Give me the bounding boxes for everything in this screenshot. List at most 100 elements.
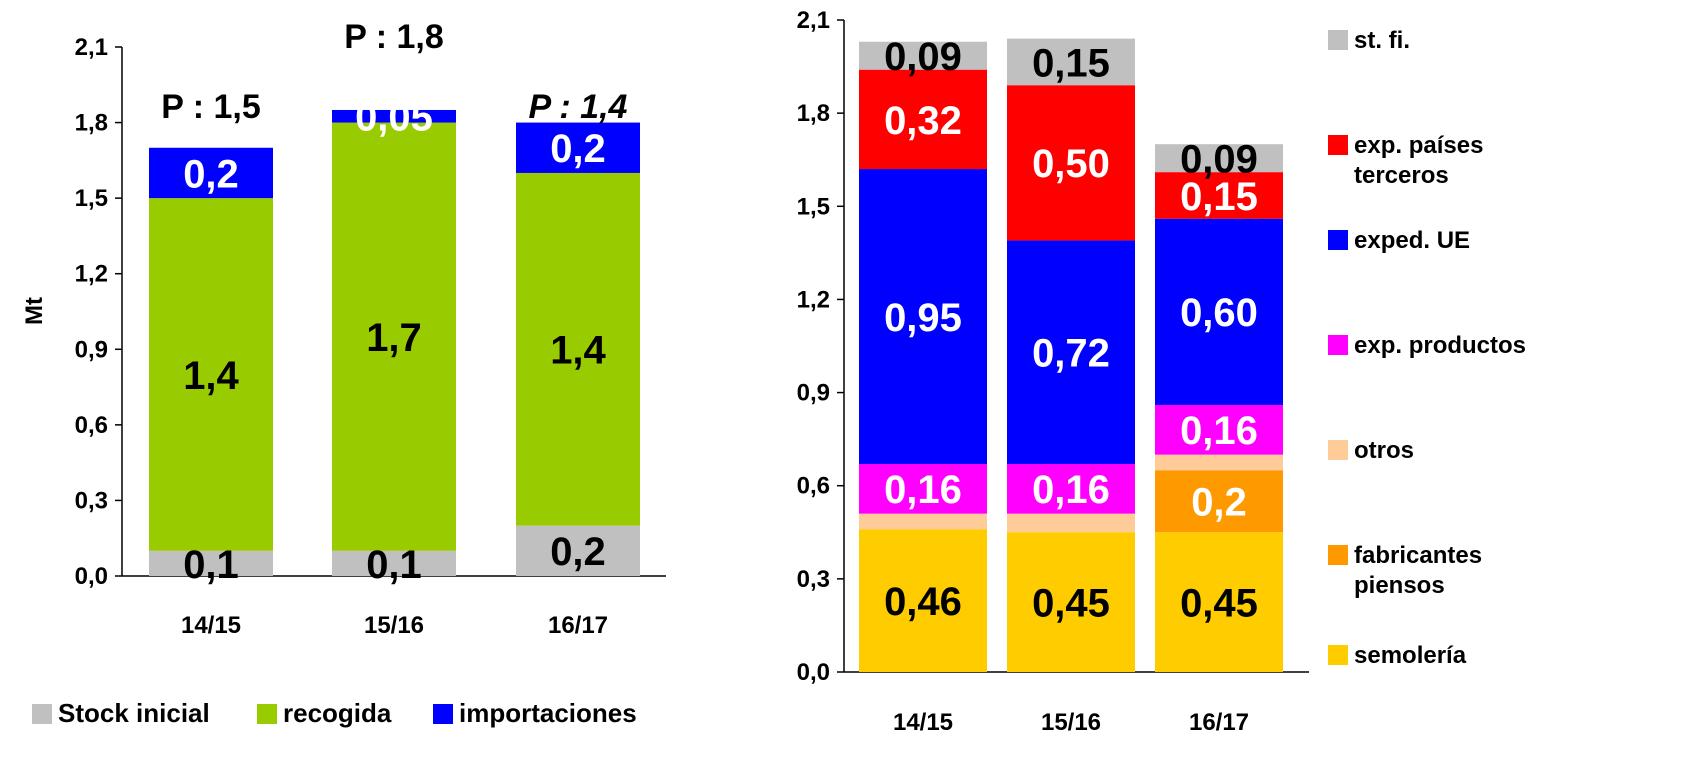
x-category-label: 16/17 xyxy=(1189,709,1249,736)
x-category-label: 16/17 xyxy=(548,612,608,639)
data-label: 0,72 xyxy=(1032,332,1110,376)
data-label: 0,45 xyxy=(1180,582,1258,626)
x-category-label: 14/15 xyxy=(893,709,953,736)
bar-segment-stock-inicial xyxy=(516,525,640,576)
legend-entry: semolería xyxy=(1354,642,1467,669)
legend-swatch xyxy=(32,704,52,724)
bar-segment-exped-ue xyxy=(1155,218,1283,405)
data-label: 0,32 xyxy=(884,99,962,143)
legend-entry: fabricantes piensos xyxy=(1354,542,1482,599)
legend-entry: st. fi. xyxy=(1354,27,1410,54)
legend-swatch xyxy=(1328,230,1348,250)
legend-swatch xyxy=(1328,645,1348,665)
legend-swatch xyxy=(1328,545,1348,565)
bar-segment-exped-ue xyxy=(1007,240,1135,464)
y-tick-label: 1,8 xyxy=(75,110,108,137)
bar-segment-exp-productos xyxy=(1155,404,1283,455)
legend-entry: otros xyxy=(1354,437,1414,464)
bar-segment-importaciones xyxy=(516,122,640,173)
y-tick-label: 2,1 xyxy=(75,34,108,61)
data-label: 0,16 xyxy=(884,468,962,512)
y-tick-label: 1,5 xyxy=(75,185,108,212)
total-annotation: P : 1,8 xyxy=(344,18,444,56)
data-label: 0,15 xyxy=(1032,41,1110,85)
supply-chart: 0,0 0,3 0,6 0,9 1,2 1,5 1,8 2,1 14/15 15/16 16/17 0… xyxy=(21,18,666,728)
y-tick-label: 0,9 xyxy=(797,380,830,407)
legend-swatch xyxy=(257,704,277,724)
bar-segment-stock-inicial xyxy=(149,550,273,576)
y-tick-label: 0,0 xyxy=(75,563,108,590)
bar-segment-importaciones xyxy=(149,147,273,199)
bar-segment-semoler-a xyxy=(1155,532,1283,672)
use-chart: 0,0 0,3 0,6 0,9 1,2 1,5 1,8 2,1 14/15 15/16 16/17 0… xyxy=(797,7,1526,736)
y-tick-label: 0,0 xyxy=(797,659,830,686)
bar-segment-otros xyxy=(1007,513,1135,533)
bar-segment-fabricantes-piensos xyxy=(1155,470,1283,533)
legend-swatch xyxy=(433,704,453,724)
x-category-label: 15/16 xyxy=(364,612,424,639)
bar-segment-recogida xyxy=(149,198,273,551)
legend-entry: exped. UE xyxy=(1354,227,1470,254)
x-category-label: 14/15 xyxy=(181,612,241,639)
bar-segment-exped-ue xyxy=(859,169,987,464)
data-label: 0,05 xyxy=(355,96,433,140)
legend-swatch xyxy=(1328,440,1348,460)
bar-segment-recogida xyxy=(516,172,640,526)
y-tick-label: 0,3 xyxy=(797,566,830,593)
bar-segment-importaciones xyxy=(332,109,456,123)
y-tick-label: 0,6 xyxy=(75,412,108,439)
legend-entry: importaciones xyxy=(459,698,637,728)
y-tick-label: 1,2 xyxy=(797,286,830,313)
legend-swatch xyxy=(1328,135,1348,155)
bar-segment-semoler-a xyxy=(1007,532,1135,672)
bar-segment-otros xyxy=(859,513,987,530)
legend-entry: Stock inicial xyxy=(58,698,210,728)
bar-segment-st-fi xyxy=(859,41,987,70)
legend-swatch xyxy=(1328,30,1348,50)
y-tick-label: 1,2 xyxy=(75,261,108,288)
data-label: 0,46 xyxy=(884,580,962,624)
y-axis-title: Mt xyxy=(21,297,48,325)
bar-segment-recogida xyxy=(332,122,456,551)
data-label: 0,09 xyxy=(1180,138,1258,182)
bar-segment-st-fi xyxy=(1007,38,1135,86)
data-label: 0,2 xyxy=(550,530,606,574)
data-label: 0,2 xyxy=(1191,481,1247,525)
y-tick-label: 2,1 xyxy=(797,7,830,34)
data-label: 1,4 xyxy=(183,354,239,398)
bar-segment-exp-pa-ses-terceros xyxy=(1007,85,1135,241)
data-label: 0,2 xyxy=(183,152,239,196)
y-tick-label: 0,9 xyxy=(75,336,108,363)
data-label: 0,2 xyxy=(550,127,606,171)
data-label: 0,15 xyxy=(1180,175,1258,219)
data-label: 0,1 xyxy=(183,543,239,587)
x-category-label: 15/16 xyxy=(1041,709,1101,736)
data-label: 1,7 xyxy=(366,316,422,360)
data-label: 0,09 xyxy=(884,35,962,79)
data-label: 1,4 xyxy=(550,329,606,373)
data-label: 0,60 xyxy=(1180,291,1258,335)
legend-swatch xyxy=(1328,335,1348,355)
total-annotation: P : 1,4 xyxy=(529,88,628,126)
data-label: 0,95 xyxy=(884,296,962,340)
total-annotation: P : 1,5 xyxy=(161,88,261,126)
y-tick-label: 0,6 xyxy=(797,473,830,500)
y-tick-label: 0,3 xyxy=(75,487,108,514)
data-label: 0,16 xyxy=(1032,468,1110,512)
data-label: 0,50 xyxy=(1032,142,1110,186)
data-label: 0,45 xyxy=(1032,582,1110,626)
bar-segment-stock-inicial xyxy=(332,550,456,576)
bar-segment-exp-pa-ses-terceros xyxy=(1155,172,1283,219)
legend-entry: exp. productos xyxy=(1354,332,1526,359)
data-label: 0,1 xyxy=(366,543,422,587)
bar-segment-exp-productos xyxy=(1007,463,1135,514)
legend-entry: exp. países terceros xyxy=(1354,132,1483,189)
data-label: 0,16 xyxy=(1180,409,1258,453)
bar-segment-semoler-a xyxy=(859,529,987,672)
bar-segment-exp-productos xyxy=(859,463,987,514)
legend-entry: recogida xyxy=(283,698,392,728)
y-tick-label: 1,5 xyxy=(797,193,830,220)
y-tick-label: 1,8 xyxy=(797,100,830,127)
bar-segment-st-fi xyxy=(1155,144,1283,173)
